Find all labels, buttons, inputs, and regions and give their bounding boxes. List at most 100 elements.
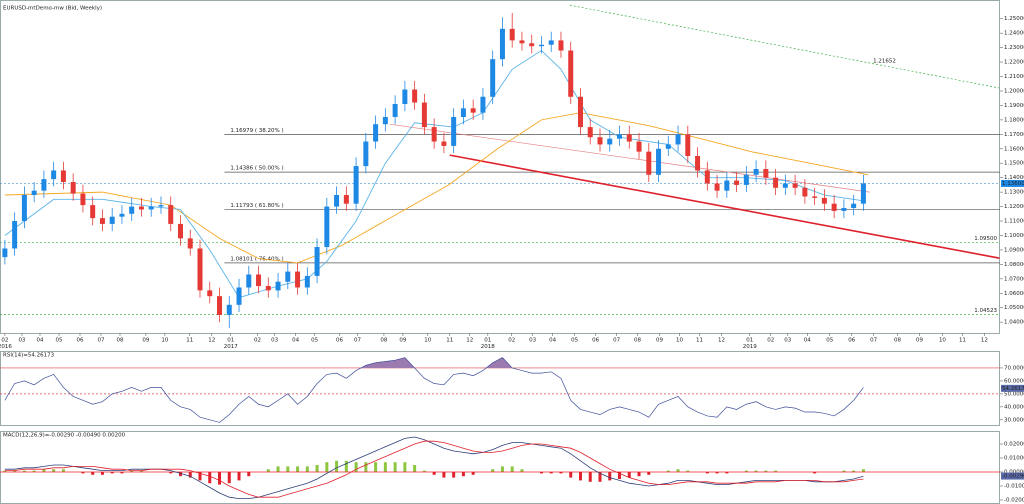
level-label: 1.08101 ( 76.40% ) [230, 256, 283, 262]
candle-body [685, 134, 691, 156]
histogram-bar [3, 470, 7, 472]
x-tick-label: 05 [56, 338, 63, 344]
x-tick-label: 04 [37, 338, 44, 344]
histogram-bar [198, 471, 202, 481]
histogram-bar [237, 471, 241, 481]
candle-body [41, 179, 47, 191]
candle-body [841, 208, 847, 211]
trend-line [389, 123, 870, 193]
candle-body [99, 218, 105, 224]
histogram-bar [510, 466, 514, 472]
candle-body [519, 40, 525, 44]
candle-body [12, 221, 18, 249]
candle-body [656, 148, 662, 175]
x-tick-label: 01 [484, 338, 491, 344]
candle-body [763, 169, 769, 178]
histogram-bar [61, 469, 65, 472]
candle-body [577, 96, 583, 128]
candle-body [197, 248, 203, 291]
candle-body [734, 180, 740, 185]
macd-line [4, 436, 864, 499]
y-tick-label: 1.11000 [1004, 219, 1024, 225]
panel-title: EURUSD-mtDemo-mw (Bid, Weekly) [3, 6, 102, 12]
histogram-bar [335, 460, 339, 472]
histogram-bar [422, 470, 426, 472]
histogram-bar [81, 471, 85, 474]
x-tick-label: 09 [399, 338, 406, 344]
candle-body [226, 304, 232, 315]
histogram-bar [705, 471, 709, 474]
histogram-bar [842, 470, 846, 472]
candle-body [80, 193, 86, 206]
candle-body [812, 196, 818, 198]
histogram-bar [247, 471, 251, 477]
candle-body [324, 206, 330, 248]
x-tick-label: 01 [227, 338, 234, 344]
trend-line [569, 4, 1000, 89]
y-tick-label: 1.16000 [1004, 146, 1024, 152]
histogram-bar [715, 471, 719, 474]
x-tick-label: 03 [784, 338, 791, 344]
x-tick-year: 2017 [224, 344, 238, 350]
last-value-label: 54.26173 [1002, 386, 1024, 392]
candle-body [90, 205, 96, 219]
candle-body [646, 151, 652, 175]
candle-body [256, 274, 262, 287]
histogram-bar [539, 471, 543, 474]
histogram-bar [13, 470, 17, 472]
histogram-bar [686, 470, 690, 472]
candle-body [509, 28, 515, 41]
candle-body [451, 116, 457, 146]
candle-body [246, 274, 252, 288]
candle-body [802, 187, 808, 197]
candle-body [187, 238, 193, 249]
x-tick-label: 09 [916, 338, 923, 344]
histogram-bar [578, 471, 582, 481]
last-value-box [1001, 179, 1024, 187]
y-tick-label: 1.07000 [1004, 276, 1024, 282]
x-tick-label: 02 [1, 338, 8, 344]
candle-body [285, 271, 291, 282]
x-tick-label: 07 [870, 338, 877, 344]
candle-body [421, 102, 427, 128]
rsi-panel-frame [0, 351, 1000, 426]
histogram-bar [569, 471, 573, 478]
last-value-label: 1.13600 [1002, 181, 1024, 187]
x-tick-label: 12 [718, 338, 725, 344]
candle-body [21, 195, 27, 222]
histogram-bar [432, 471, 436, 475]
candle-body [626, 134, 632, 142]
histogram-bar [754, 470, 758, 472]
candle-body [217, 296, 223, 315]
x-tick-label: 07 [613, 338, 620, 344]
candle-body [480, 96, 486, 113]
y-tick-label: 1.15000 [1004, 161, 1024, 167]
x-tick-label: 01 [746, 338, 753, 344]
candle-body [704, 170, 710, 184]
x-tick-label: 08 [894, 338, 901, 344]
level-label: 1.11793 ( 61.80% ) [230, 203, 283, 209]
candle-body [714, 183, 720, 191]
histogram-bar [344, 460, 348, 472]
histogram-bar [52, 469, 56, 472]
histogram-bar [627, 471, 631, 478]
histogram-bar [861, 469, 865, 472]
histogram-bar [305, 466, 309, 472]
histogram-bar [100, 471, 104, 475]
candle-body [470, 108, 476, 113]
x-tick-label: 02 [254, 338, 261, 344]
histogram-bar [559, 471, 563, 474]
candle-body [373, 124, 379, 142]
candle-body [597, 137, 603, 145]
histogram-bar [588, 471, 592, 482]
histogram-bar [374, 462, 378, 472]
candle-body [773, 177, 779, 188]
histogram-bar [188, 471, 192, 478]
candle-body [334, 195, 340, 207]
candle-body [148, 206, 154, 210]
histogram-bar [91, 471, 95, 475]
histogram-bar [764, 470, 768, 472]
x-tick-label: 07 [354, 338, 361, 344]
